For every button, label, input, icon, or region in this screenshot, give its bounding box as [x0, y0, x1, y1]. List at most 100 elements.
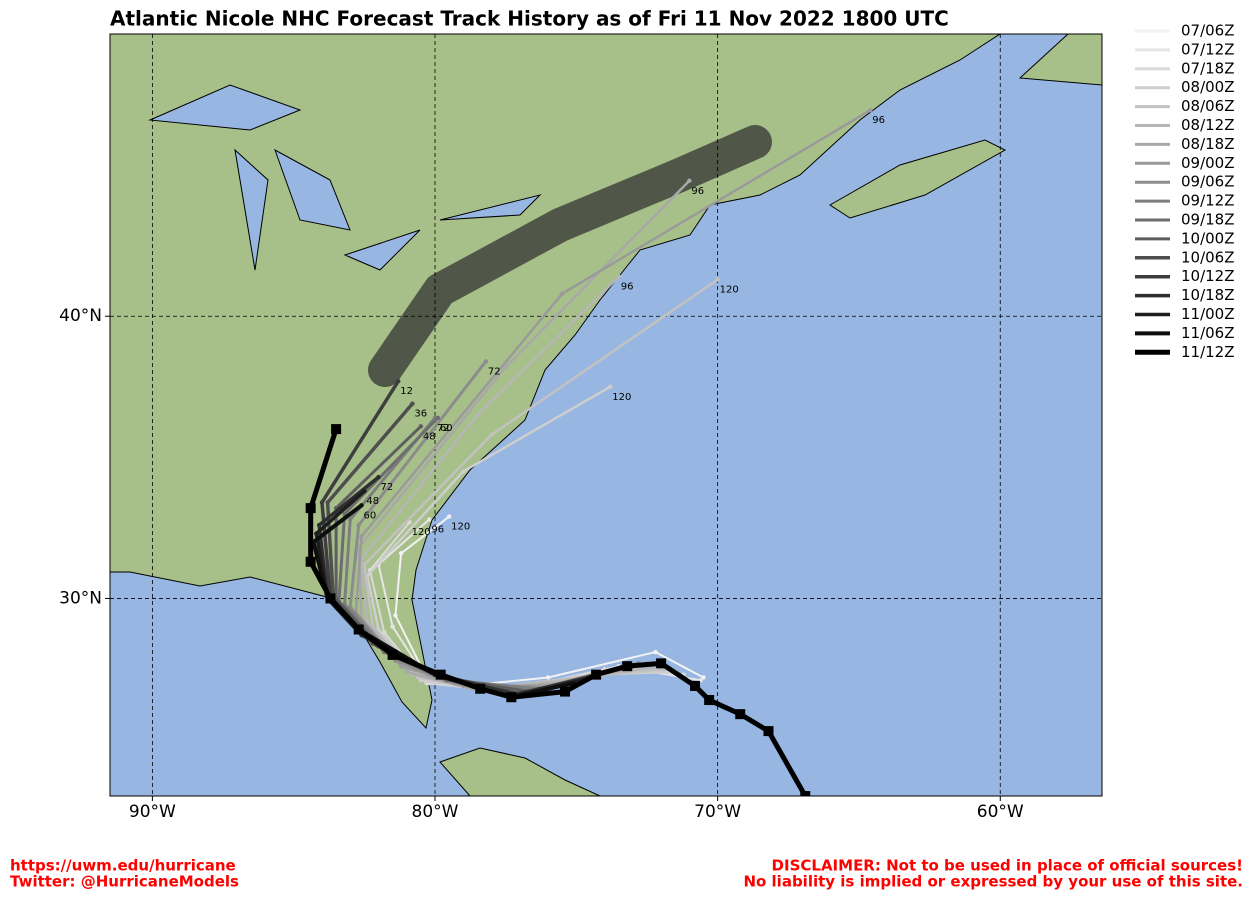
track-point	[390, 624, 395, 629]
legend-label: 09/12Z	[1181, 192, 1235, 210]
track-point	[800, 791, 811, 796]
track-point	[331, 424, 342, 435]
forecast-hour-label: 120	[720, 285, 739, 296]
track-point	[305, 556, 316, 567]
legend-label: 09/06Z	[1181, 173, 1235, 191]
x-tick-label: 80°W	[412, 802, 459, 822]
track-point	[404, 669, 409, 675]
legend-label: 09/18Z	[1181, 211, 1235, 229]
track-point	[342, 511, 347, 516]
forecast-hour-label: 120	[612, 392, 631, 403]
legend-label: 10/12Z	[1181, 267, 1235, 285]
legend-label: 10/18Z	[1181, 286, 1235, 304]
track-point	[387, 649, 398, 660]
track-point	[353, 624, 364, 635]
legend-label: 11/12Z	[1181, 343, 1235, 361]
forecast-hour-label: 48	[366, 496, 379, 507]
track-point	[506, 692, 517, 703]
graticule: 90°W 80°W 70°W 60°W 30°N 40°N	[59, 34, 1102, 822]
track-point	[475, 683, 486, 694]
track-point	[316, 522, 322, 528]
track-point	[503, 364, 508, 370]
track-point	[396, 378, 401, 384]
x-tick-label: 60°W	[977, 802, 1024, 822]
track-point	[435, 669, 446, 680]
map-frame	[109, 33, 1103, 797]
legend-label: 08/06Z	[1181, 97, 1235, 115]
track-point	[591, 669, 602, 680]
track-point	[319, 500, 325, 505]
track-point	[393, 613, 398, 618]
forecast-hour-label: 120	[412, 527, 431, 538]
track-point	[325, 593, 336, 604]
forecast-hour-label: 72	[437, 423, 450, 434]
legend-label: 08/18Z	[1181, 135, 1235, 153]
track-point	[418, 424, 424, 429]
forecast-hour-label: 36	[414, 409, 427, 420]
legend-label: 10/00Z	[1181, 229, 1235, 247]
track-point	[305, 503, 316, 514]
forecast-hour-label: 12	[400, 386, 413, 397]
track-point	[559, 291, 565, 296]
x-tick-label: 90°W	[129, 802, 176, 822]
legend-label: 07/18Z	[1181, 59, 1235, 77]
x-tick-label: 70°W	[694, 802, 741, 822]
track-point	[410, 401, 415, 406]
forecast-hour-label: 96	[872, 115, 885, 126]
forecast-hour-label: 60	[364, 510, 377, 521]
legend-label: 11/06Z	[1181, 324, 1235, 342]
track-point	[325, 500, 330, 505]
track-point	[356, 522, 361, 528]
legend-label: 08/00Z	[1181, 78, 1235, 96]
footer-twitter: Twitter: @HurricaneModels	[10, 873, 239, 891]
forecast-hour-label: 120	[451, 522, 470, 533]
map-title: Atlantic Nicole NHC Forecast Track Histo…	[110, 7, 949, 31]
track-point	[735, 709, 746, 720]
forecast-hour-label: 60	[440, 423, 453, 434]
legend: 07/06Z07/12Z07/18Z08/00Z08/06Z08/12Z08/1…	[1135, 22, 1235, 361]
y-tick-label: 30°N	[59, 588, 102, 608]
track-point	[461, 469, 466, 474]
track-point	[398, 551, 404, 556]
track-point	[475, 412, 480, 418]
forecast-hour-label: 72	[380, 482, 393, 493]
footer-link: https://uwm.edu/hurricane	[10, 857, 236, 875]
track-point	[704, 695, 715, 706]
footer: https://uwm.edu/hurricane Twitter: @Hurr…	[10, 857, 1243, 891]
basemap	[110, 34, 1102, 796]
disclaimer: DISCLAIMER: Not to be used in place of o…	[772, 857, 1243, 875]
forecast-track	[308, 428, 808, 796]
track-point	[376, 474, 381, 480]
track-point	[362, 489, 367, 494]
track-point	[348, 517, 353, 522]
forecast-hour-label: 96	[431, 524, 444, 535]
track-point	[616, 274, 621, 279]
legend-label: 09/00Z	[1181, 154, 1235, 172]
track-point	[701, 675, 706, 680]
legend-label: 08/12Z	[1181, 116, 1235, 134]
track-point	[653, 649, 658, 655]
track-point	[359, 503, 364, 508]
forecast-hour-label: 96	[621, 282, 634, 293]
track-point	[763, 726, 774, 737]
forecast-hour-label: 96	[691, 186, 704, 197]
forecast-hour-label: 72	[488, 366, 501, 377]
track-point	[483, 359, 489, 364]
track-point	[435, 415, 441, 421]
forecast-hour-label: 48	[423, 431, 436, 442]
track-point	[690, 680, 701, 691]
track-point	[545, 675, 551, 680]
track-point	[446, 514, 452, 519]
track-point	[560, 686, 571, 697]
track-point	[715, 277, 720, 282]
track-point	[489, 432, 494, 437]
track-point	[314, 531, 319, 536]
track-point	[868, 108, 873, 113]
legend-label: 11/00Z	[1181, 305, 1235, 323]
track-point	[359, 534, 364, 539]
track-point	[687, 178, 692, 183]
disclaimer: No liability is implied or expressed by …	[743, 873, 1243, 891]
legend-label: 07/12Z	[1181, 40, 1235, 58]
